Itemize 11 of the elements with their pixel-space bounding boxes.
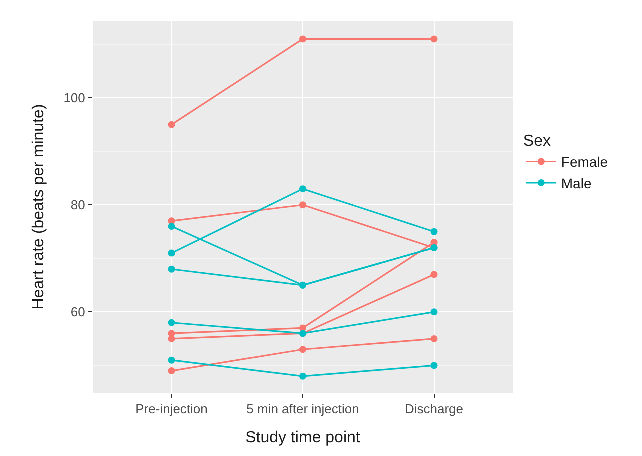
x-tick-label: Pre-injection (136, 402, 208, 417)
x-tick-label: Discharge (404, 402, 464, 417)
legend-label: Female (561, 154, 608, 170)
x-axis-title: Study time point (246, 429, 361, 446)
y-tick-label: 60 (70, 304, 86, 320)
y-axis-title: Heart rate (beats per minute) (30, 104, 48, 310)
y-tick-label: 100 (64, 90, 86, 106)
legend-title: Sex (523, 133, 551, 150)
x-tick-label: 5 min after injection (246, 402, 360, 417)
legend-label: Male (561, 175, 592, 192)
y-tick-label: 80 (70, 198, 86, 213)
